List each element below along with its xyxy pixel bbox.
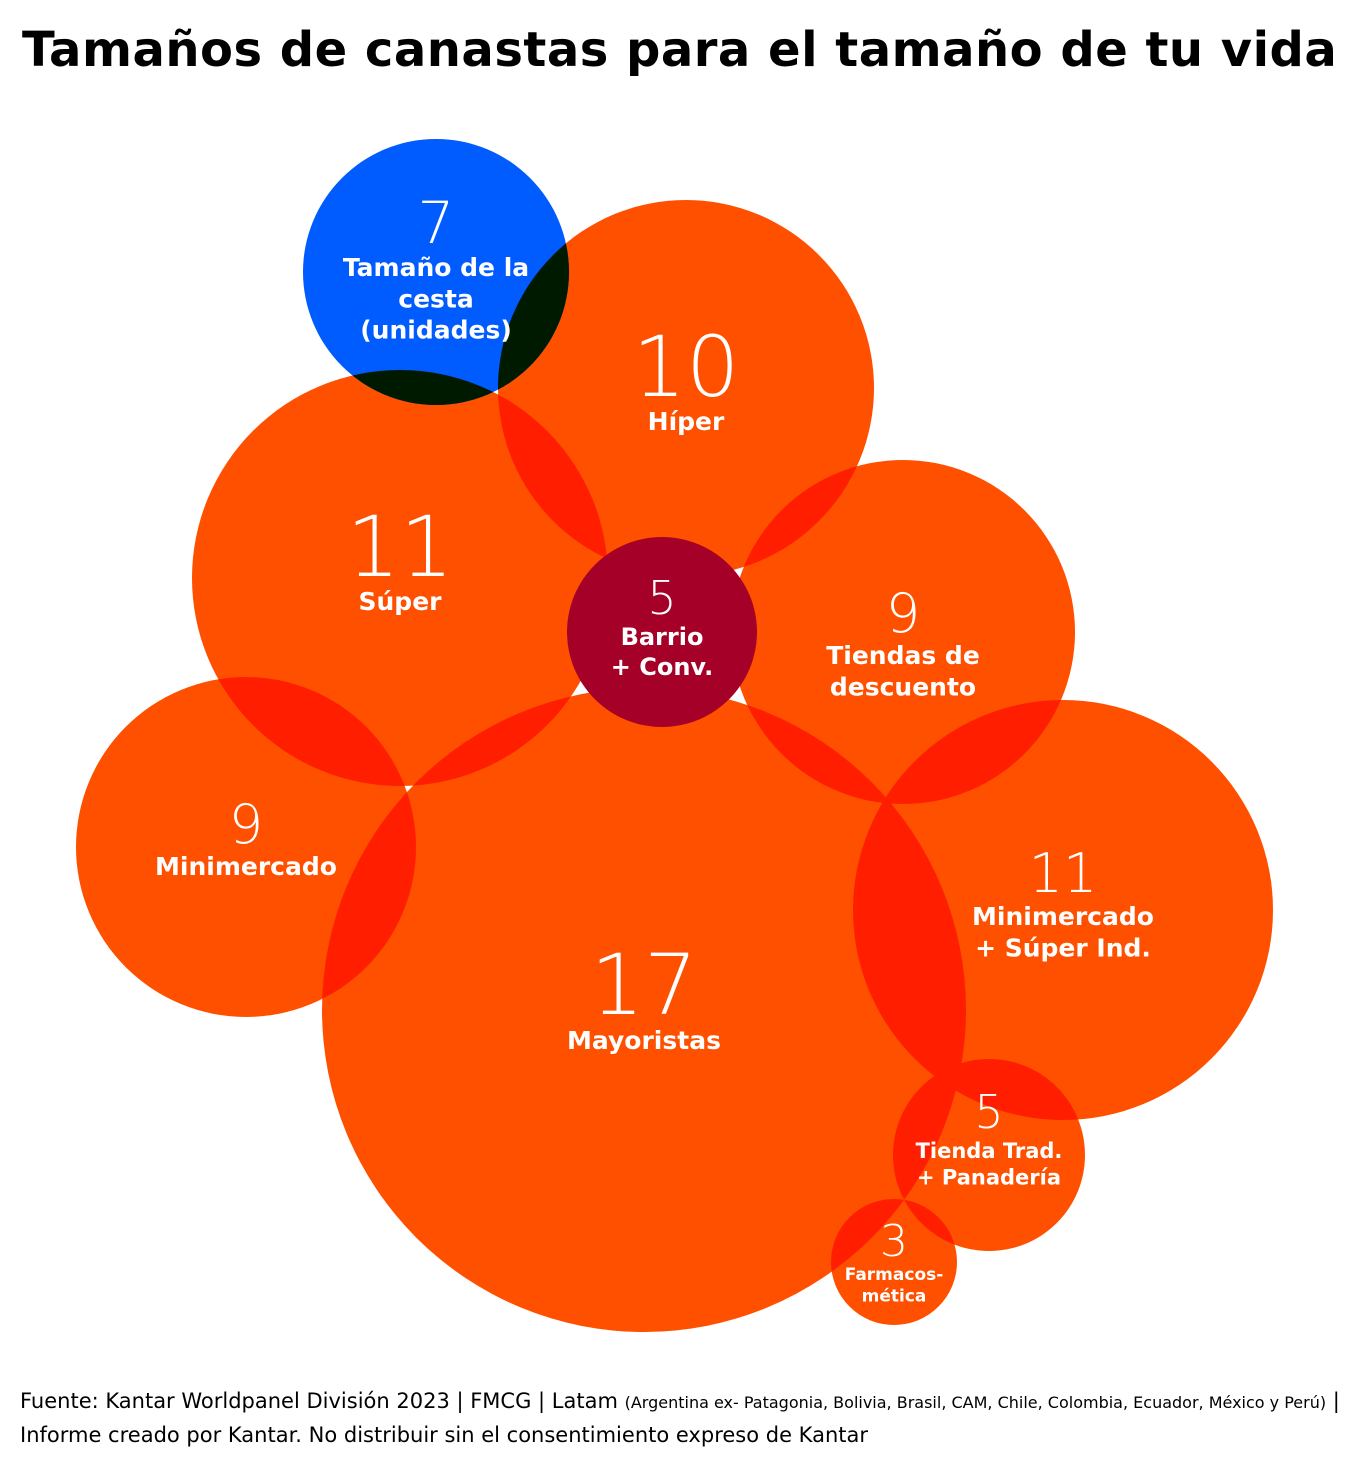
- bubble-hiper: [498, 200, 874, 576]
- label-tienda-trad-panaderia-line-2: + Panadería: [917, 1165, 1061, 1189]
- label-barrio-conv-line-2: + Conv.: [611, 653, 713, 681]
- bubble-barrio-conv: [567, 537, 757, 727]
- bubble-super: [192, 370, 608, 786]
- label-hiper: Híper: [648, 407, 725, 436]
- label-reference-line-1: Tamaño de la: [343, 253, 529, 282]
- value-barrio-conv: 5: [647, 571, 676, 625]
- source-main: Fuente: Kantar Worldpanel División 2023 …: [20, 1389, 625, 1413]
- value-hiper: 10: [633, 318, 740, 416]
- label-barrio-conv-line-1: Barrio: [621, 623, 704, 651]
- chart-title: Tamaños de canastas para el tamaño de tu…: [22, 22, 1338, 78]
- label-super: Súper: [359, 587, 443, 616]
- source-countries: (Argentina ex- Patagonia, Bolivia, Brasi…: [624, 1393, 1327, 1412]
- bubble-reference: [303, 139, 569, 405]
- value-minimercado-super-ind: 11: [1029, 842, 1098, 905]
- label-minimercado-super-ind-line-2: + Súper Ind.: [975, 933, 1151, 962]
- value-super: 11: [347, 498, 454, 596]
- value-farmacosmetica: 3: [880, 1216, 908, 1267]
- bubble-mayoristas: [322, 688, 966, 1332]
- value-tienda-trad-panaderia: 5: [974, 1085, 1003, 1139]
- label-tienda-trad-panaderia-line-1: Tienda Trad.: [916, 1139, 1063, 1163]
- value-reference: 7: [418, 189, 455, 257]
- source-tail: | Informe creado por Kantar. No distribu…: [20, 1389, 1340, 1447]
- label-reference-line-2: cesta: [398, 284, 473, 313]
- overlap-super-minimercado: [192, 677, 416, 786]
- value-mayoristas: 17: [591, 936, 698, 1034]
- center-bubble-group: [567, 537, 757, 727]
- label-farmacosmetica-line-1: Farmacos-: [845, 1265, 944, 1285]
- source-note: Fuente: Kantar Worldpanel División 2023 …: [20, 1385, 1340, 1452]
- label-farmacosmetica-line-2: mética: [862, 1286, 927, 1306]
- label-minimercado-super-ind-line-1: Minimercado: [972, 902, 1154, 931]
- label-tiendas-descuento-line-2: descuento: [830, 672, 976, 701]
- label-tiendas-descuento-line-1: Tiendas de: [826, 641, 980, 670]
- value-tiendas-descuento: 9: [886, 582, 920, 645]
- top-bubbles: [303, 139, 569, 405]
- label-mayoristas: Mayoristas: [567, 1026, 721, 1055]
- label-minimercado: Minimercado: [155, 852, 337, 881]
- value-minimercado: 9: [229, 793, 263, 856]
- label-reference-line-3: (unidades): [360, 316, 512, 345]
